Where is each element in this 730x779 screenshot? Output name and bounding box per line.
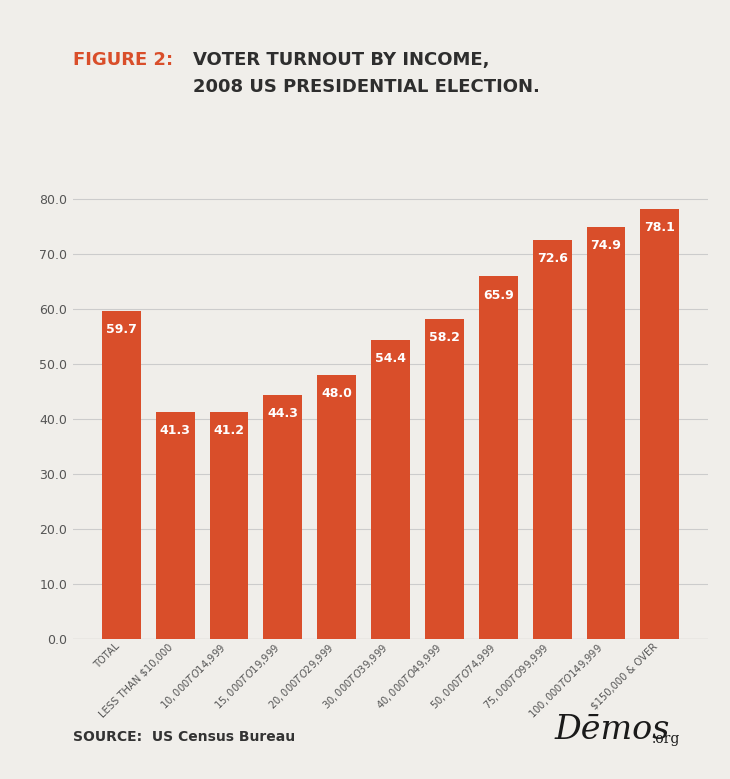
Text: Dēmos: Dēmos xyxy=(555,714,670,746)
Text: .org: .org xyxy=(652,732,680,746)
Text: 54.4: 54.4 xyxy=(375,352,406,365)
Bar xyxy=(425,319,464,639)
Bar xyxy=(533,240,572,639)
Bar xyxy=(479,277,518,639)
Text: 74.9: 74.9 xyxy=(591,239,621,252)
Bar xyxy=(318,375,356,639)
Text: VOTER TURNOUT BY INCOME,: VOTER TURNOUT BY INCOME, xyxy=(193,51,490,69)
Bar xyxy=(587,227,626,639)
Text: FIGURE 2:: FIGURE 2: xyxy=(73,51,173,69)
Bar xyxy=(102,311,141,639)
Text: SOURCE:  US Census Bureau: SOURCE: US Census Bureau xyxy=(73,730,295,744)
Text: 2008 US PRESIDENTIAL ELECTION.: 2008 US PRESIDENTIAL ELECTION. xyxy=(193,78,540,96)
Text: 41.3: 41.3 xyxy=(160,424,191,437)
Text: 65.9: 65.9 xyxy=(483,288,514,301)
Bar xyxy=(155,411,194,639)
Bar xyxy=(210,412,248,639)
Text: 58.2: 58.2 xyxy=(429,331,460,344)
Bar xyxy=(371,340,410,639)
Text: 72.6: 72.6 xyxy=(537,252,567,265)
Text: 44.3: 44.3 xyxy=(267,407,299,421)
Text: 41.2: 41.2 xyxy=(213,425,245,437)
Text: 78.1: 78.1 xyxy=(645,221,675,234)
Bar xyxy=(264,395,302,639)
Text: 48.0: 48.0 xyxy=(321,387,352,400)
Text: 59.7: 59.7 xyxy=(106,323,137,336)
Bar xyxy=(640,210,679,639)
